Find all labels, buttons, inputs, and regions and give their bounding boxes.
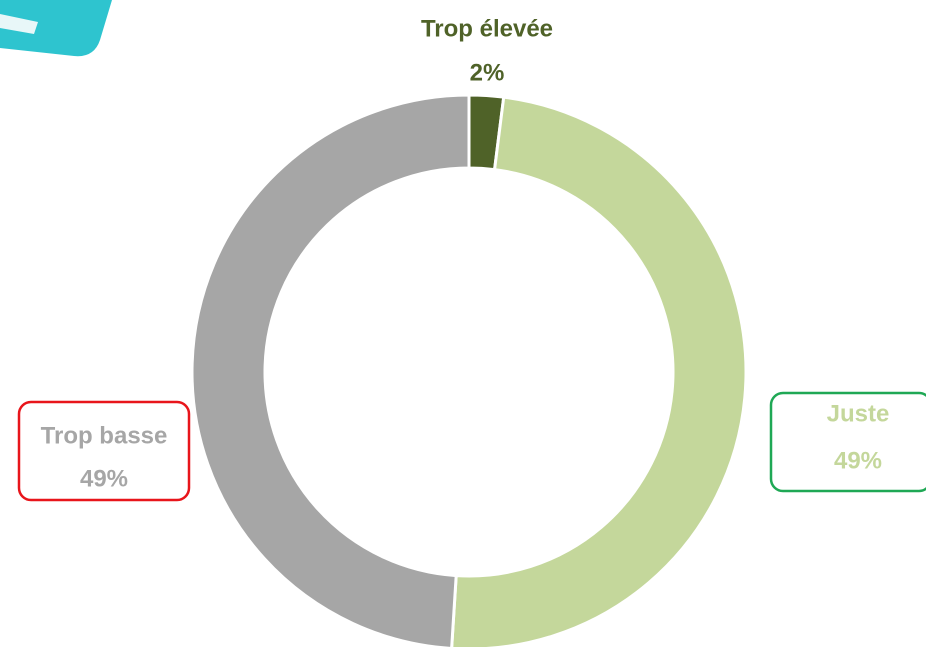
teal-shape-highlight <box>0 14 38 34</box>
value-label: 49% <box>80 465 128 492</box>
category-label: Trop basse <box>41 422 168 449</box>
label-box <box>769 391 926 493</box>
category-label: Juste <box>827 400 890 427</box>
category-label: Trop élevée <box>421 15 553 42</box>
slices <box>190 93 748 647</box>
label-box <box>17 400 191 502</box>
value-label: 49% <box>834 447 882 474</box>
teal-shape <box>0 0 112 57</box>
corner-decoration <box>0 0 112 57</box>
donut-slice <box>190 93 471 647</box>
value-label: 2% <box>470 59 505 86</box>
donut-slice <box>450 95 748 647</box>
